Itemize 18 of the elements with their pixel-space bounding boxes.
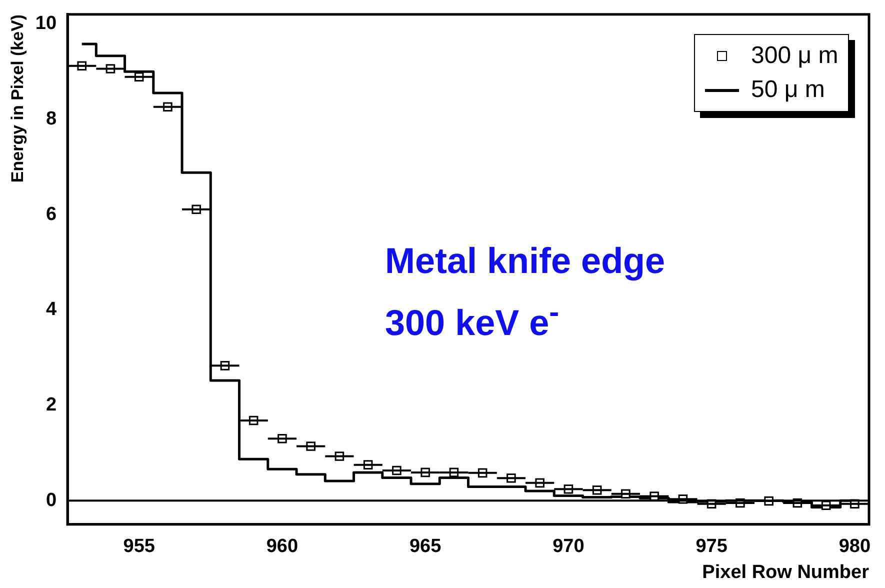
y-tick-label: 6 xyxy=(46,204,57,225)
legend-label: 50 μ m xyxy=(751,75,825,106)
x-tick-label: 965 xyxy=(409,536,442,558)
y-tick-label: 0 xyxy=(46,490,57,511)
x-axis-title: Pixel Row Number xyxy=(702,562,870,583)
x-tick-label: 960 xyxy=(266,536,298,558)
x-tick-label: 980 xyxy=(838,536,871,558)
annotation: 300 keV e$^{-}$ xyxy=(385,296,560,344)
x-tick-label: 975 xyxy=(696,536,728,558)
legend-label: 300 μ m xyxy=(751,41,838,72)
annotation: Metal knife edge xyxy=(385,240,666,282)
y-tick-label: 8 xyxy=(46,108,57,130)
y-tick-label: 4 xyxy=(46,299,57,320)
x-tick-label: 970 xyxy=(552,536,584,558)
y-axis-title: Energy in Pixel (keV) xyxy=(8,14,27,183)
y-tick-label: 10 xyxy=(35,13,57,34)
x-tick-label: 955 xyxy=(123,536,156,558)
y-tick-label: 2 xyxy=(46,394,57,416)
